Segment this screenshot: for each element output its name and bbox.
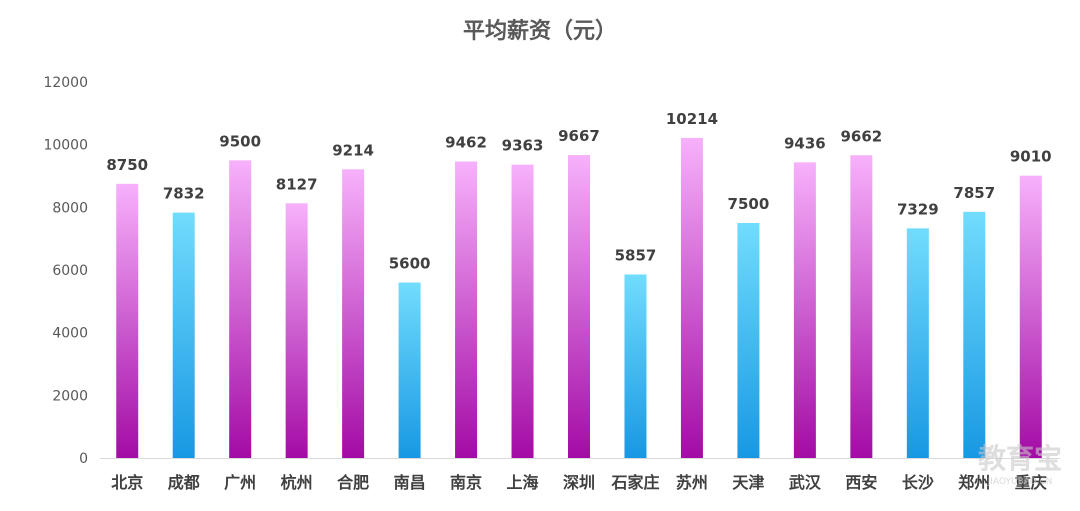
y-tick-label: 0 [79, 451, 88, 467]
data-label: 7857 [953, 184, 995, 202]
watermark-text: 教育宝 [978, 442, 1062, 475]
x-axis: 北京 成都 广州 杭州 合肥 南昌 南京 上海 深圳 石家庄 苏州 天津 武汉 西安 长沙 郑州 重庆 [100, 458, 1060, 492]
bar [116, 183, 139, 459]
x-tick-label: 广州 [224, 473, 256, 492]
data-label: 7329 [897, 200, 939, 218]
bar [568, 155, 590, 459]
bar [737, 223, 760, 458]
x-tick-label: 深圳 [563, 473, 595, 492]
data-label: 7832 [163, 185, 205, 203]
x-tick-label: 石家庄 [610, 473, 659, 492]
bar [1019, 175, 1042, 459]
data-label: 10214 [666, 110, 718, 128]
bar [455, 161, 478, 459]
bar [793, 162, 816, 458]
bars: 8750 7832 9500 8127 9214 5600 9462 9363 9667 5857… [106, 110, 1052, 459]
chart-title: 平均薪资（元） [463, 18, 617, 44]
x-tick-label: 重庆 [1015, 473, 1047, 492]
x-tick-label: 武汉 [789, 473, 822, 492]
data-label: 9462 [445, 134, 487, 152]
x-tick-label: 南昌 [394, 473, 426, 492]
data-label: 9214 [332, 141, 374, 159]
bar [342, 169, 365, 458]
bar [172, 212, 195, 458]
bar [906, 228, 929, 458]
y-tick-label: 4000 [52, 326, 88, 342]
x-tick-label: 天津 [732, 473, 764, 492]
x-tick-label: 西安 [845, 473, 877, 492]
x-tick-label: 上海 [507, 473, 539, 492]
x-tick-label: 南京 [450, 473, 482, 492]
x-tick-label: 长沙 [902, 473, 934, 492]
data-label: 9436 [784, 134, 826, 152]
data-label: 9500 [219, 132, 261, 150]
x-tick-label: 郑州 [958, 473, 990, 492]
bar [963, 211, 986, 458]
data-label: 5600 [389, 255, 431, 273]
data-label: 9667 [558, 127, 600, 145]
data-label: 9363 [502, 137, 544, 155]
y-tick-label: 2000 [52, 388, 88, 404]
watermark: 教育宝 JIAOYUBAO.CN [978, 442, 1062, 487]
data-label: 8750 [106, 156, 148, 174]
x-tick-label: 北京 [111, 473, 143, 492]
bar [624, 274, 647, 458]
bar [285, 203, 308, 458]
bar [229, 160, 252, 459]
y-tick-label: 6000 [52, 263, 88, 279]
data-label: 9010 [1010, 148, 1052, 166]
data-label: 9662 [840, 127, 882, 145]
data-label: 7500 [728, 195, 770, 213]
y-tick-label: 10000 [43, 138, 88, 154]
y-axis: 0 2000 4000 6000 8000 10000 12000 [43, 75, 88, 467]
data-label: 5857 [615, 246, 657, 264]
x-tick-label: 杭州 [281, 473, 313, 492]
bar [850, 155, 873, 459]
data-label: 8127 [276, 175, 318, 193]
bar [398, 282, 421, 458]
y-tick-label: 8000 [52, 200, 88, 216]
x-tick-label: 成都 [168, 473, 200, 492]
x-tick-label: 苏州 [676, 473, 708, 492]
bar [511, 164, 534, 458]
watermark-subtext: JIAOYUBAO.CN [987, 477, 1053, 487]
y-tick-label: 12000 [43, 75, 88, 91]
x-tick-label: 合肥 [337, 473, 369, 492]
bar [680, 137, 703, 458]
